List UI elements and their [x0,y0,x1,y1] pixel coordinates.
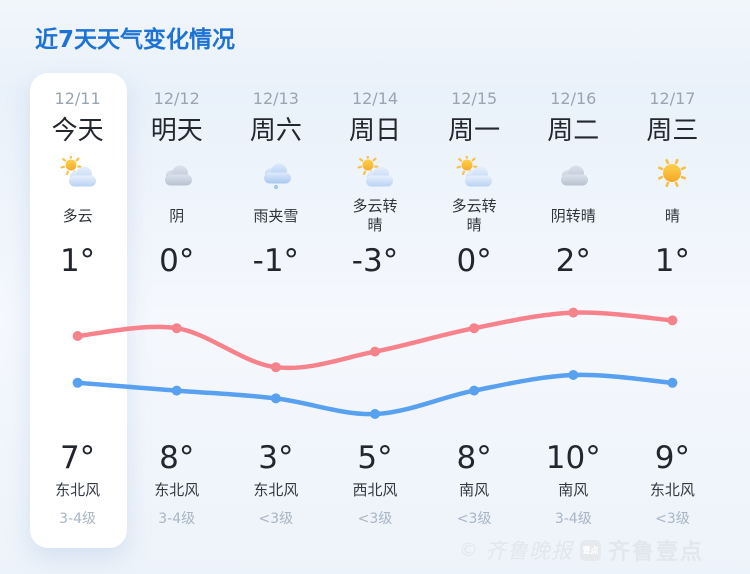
weather-condition: 多云 [62,206,93,225]
day-date: 12/17 [649,89,696,108]
temp-top: 2° [555,243,591,279]
wind-direction: 南风 [459,481,490,499]
forecast-columns: 12/11 今天 多云 1° 7° 东北风 3-4级 12/12 明天 阴 0° [28,73,722,529]
day-name: 周六 [249,116,302,146]
watermark-script-text: 齐鲁晚报 [484,539,573,563]
wind-level: 3-4级 [158,511,196,527]
weather-icon [455,151,493,195]
temp-top: 1° [654,243,691,279]
watermark: © 齐鲁晚报 壹点 齐鲁壹点 [459,534,704,566]
wind-direction: 东北风 [55,481,101,499]
temp-bottom: 7° [59,440,96,476]
day-name: 明天 [150,116,203,146]
wind-level: <3级 [357,511,393,527]
wind-direction: 东北风 [253,481,299,499]
weather-condition: 阴转晴 [550,206,596,225]
day-name: 周一 [448,116,501,146]
day-column[interactable]: 12/15 周一 多云转晴 0° 8° 南风 <3级 [425,73,524,529]
weather-condition: 多云转晴 [352,197,398,234]
wind-direction: 东北风 [154,481,200,499]
copyright-icon: © [458,538,478,561]
temp-top: 0° [456,243,492,279]
yidian-badge-icon: 壹点 [579,539,601,561]
wind-level: 3-4级 [59,511,96,527]
day-date: 12/15 [451,89,498,108]
temp-top: 0° [159,243,195,279]
day-date: 12/12 [153,89,200,108]
weather-condition: 多云转晴 [451,197,497,234]
day-name: 周二 [547,116,600,146]
day-name: 周三 [646,116,699,146]
wind-direction: 东北风 [649,481,695,499]
temp-bottom: 8° [456,440,492,476]
day-date: 12/16 [550,89,597,108]
day-column[interactable]: 12/16 周二 阴转晴 2° 10° 南风 3-4级 [524,73,623,529]
day-name: 周日 [348,116,401,146]
weather-icon [257,151,295,195]
wind-level: 3-4级 [554,511,592,527]
temp-top: -1° [252,243,300,279]
temp-bottom: 3° [258,440,294,476]
day-date: 12/11 [54,89,101,108]
watermark-brand-text: 齐鲁壹点 [607,540,704,565]
temp-top: 1° [59,243,96,279]
day-date: 12/14 [351,89,399,108]
weather-icon [59,151,97,195]
temp-bottom: 5° [357,440,393,476]
temp-bottom: 8° [159,440,195,476]
day-name: 今天 [51,116,104,146]
wind-level: <3级 [258,511,294,527]
temp-bottom: 10° [545,440,601,476]
weather-condition: 阴 [169,206,185,225]
day-column[interactable]: 12/13 周六 雨夹雪 -1° 3° 东北风 <3级 [226,73,325,529]
day-column[interactable]: 12/14 周日 多云转晴 -3° 5° 西北风 <3级 [325,73,424,529]
temp-bottom: 9° [654,440,691,476]
day-column[interactable]: 12/17 周三 晴 1° 9° 东北风 <3级 [623,73,722,529]
weather-icon [554,151,592,195]
weather-icon [356,151,394,195]
weather-condition: 雨夹雪 [253,206,299,225]
weather-icon [158,151,196,195]
weather-icon [653,151,691,195]
weather-condition: 晴 [664,206,680,225]
wind-direction: 西北风 [352,481,398,499]
day-column[interactable]: 12/11 今天 多云 1° 7° 东北风 3-4级 [28,73,127,529]
wind-level: <3级 [456,511,492,527]
page-title: 近7天天气变化情况 [35,27,236,53]
day-column[interactable]: 12/12 明天 阴 0° 8° 东北风 3-4级 [127,73,226,529]
wind-direction: 南风 [558,481,589,499]
day-date: 12/13 [252,89,299,108]
temp-top: -3° [351,243,399,279]
wind-level: <3级 [655,511,690,527]
